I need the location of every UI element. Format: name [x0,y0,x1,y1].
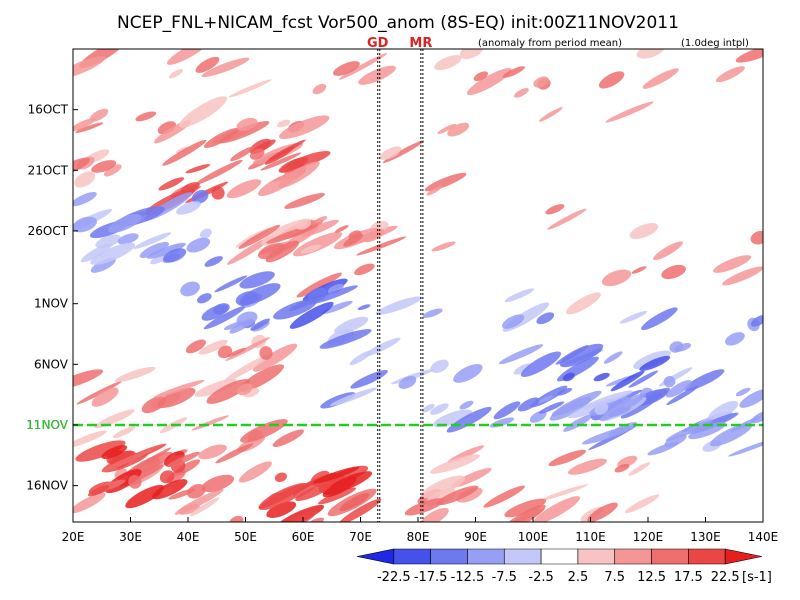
colorbar-swatch [430,548,468,565]
y-tick-label: 21OCT [28,163,69,177]
x-axis: 20E 30E 40E 50E 60E 70E 80E 90E 100E 110E 120E 130E… [62,517,779,544]
reference-labels: GD MR [367,36,432,51]
colorbar-level-label: 7.5 [604,570,625,585]
colorbar-level-label: -2.5 [528,570,553,585]
y-tick-label: 26OCT [28,224,69,238]
colorbar-swatch [540,548,579,565]
x-tick-label: 110E [575,530,606,544]
y-tick-label: 1NOV [34,297,69,311]
colorbar-level-label: 12.5 [637,570,666,585]
init-time-label: 11NOV [26,418,68,432]
x-tick-label: 90E [464,530,487,544]
anomaly-field [73,49,763,522]
colorbar-swatch [614,548,652,565]
colorbar-level-label: 22.5 [711,570,740,585]
colorbar-swatch [356,548,395,565]
x-tick-label: 50E [234,530,257,544]
y-tick-label: 11NOV [26,418,68,432]
reference-lines [73,49,763,522]
colorbar-level-label: -12.5 [451,570,485,585]
x-tick-label: 40E [177,530,200,544]
colorbar-unit: [s-1] [742,570,772,585]
x-tick-label: 140E [748,530,779,544]
x-tick-label: 130E [690,530,721,544]
colorbar-swatch [503,548,542,565]
y-tick-label: 16NOV [26,479,68,493]
chart-subtitle-right: (1.0deg intpl) [681,38,749,49]
x-tick-label: 70E [349,530,372,544]
colorbar-swatch [393,548,431,565]
chart-title: NCEP_FNL+NICAM_fcst Vor500_anom (8S-EQ) … [117,13,679,33]
colorbar-swatch [577,548,616,565]
x-tick-label: 100E [518,530,549,544]
colorbar-swatch [467,548,505,565]
colorbar-swatch [651,548,689,565]
colorbar-level-label: -17.5 [414,570,448,585]
colorbar-swatch [688,548,726,565]
colorbar-level-label: -7.5 [492,570,517,585]
y-tick-label: 16OCT [28,103,69,117]
colorbar-level-label: 17.5 [674,570,703,585]
x-tick-label: 30E [119,530,142,544]
x-tick-label: 120E [633,530,664,544]
x-tick-label: 20E [62,530,85,544]
colorbar-swatch [724,548,763,565]
reference-label-gd: GD [367,36,389,51]
colorbar-level-label: -22.5 [377,570,411,585]
colorbar-level-label: 2.5 [568,570,589,585]
x-tick-label: 60E [292,530,315,544]
reference-label-mr: MR [409,36,432,51]
y-tick-label: 6NOV [34,357,69,371]
colorbar: -22.5 -17.5 -12.5 -7.5 -2.5 2.5 7.5 12.5 17.5 22.… [356,548,763,585]
chart-subtitle-left: (anomaly from period mean) [478,38,622,49]
x-tick-label: 80E [407,530,430,544]
